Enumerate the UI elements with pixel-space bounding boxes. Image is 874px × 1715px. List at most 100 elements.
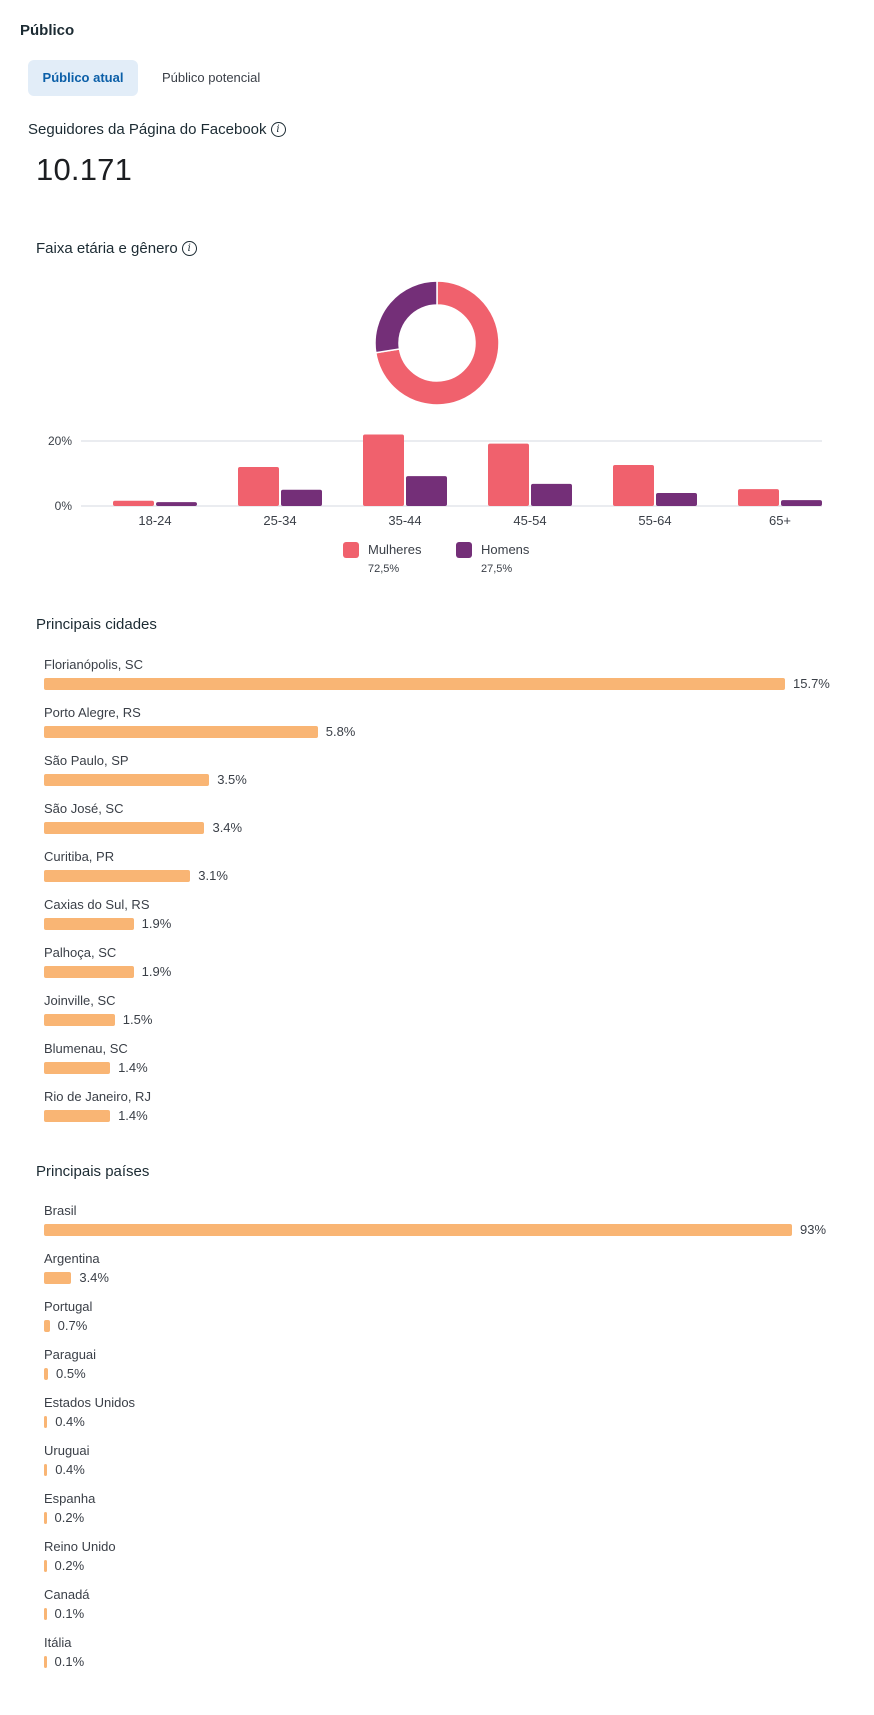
city-row: Caxias do Sul, RS 1.9% [44,897,864,945]
city-value: 1.9% [141,916,172,931]
country-bar [44,1320,50,1332]
legend-swatch-women [343,542,359,558]
countries-title: Principais países [36,1163,150,1180]
bar-mulheres-65+[interactable] [738,489,779,506]
x-tick-label: 65+ [769,513,791,528]
city-label: Palhoça, SC [44,945,117,960]
country-row: Portugal 0.7% [44,1299,864,1347]
bar-homens-35-44[interactable] [406,476,447,506]
country-value: 93% [800,1222,827,1237]
bar-mulheres-35-44[interactable] [363,434,404,507]
city-value: 5.8% [325,724,356,739]
city-value: 1.4% [118,1060,148,1075]
country-row: Argentina 3.4% [44,1251,864,1299]
info-icon[interactable]: i [181,241,197,256]
legend-pct-women: 72,5% [368,563,400,575]
country-label: Espanha [44,1491,96,1506]
country-row: Espanha 0.2% [44,1491,864,1539]
country-bar [44,1224,792,1236]
bar-mulheres-55-64[interactable] [613,465,654,506]
age-gender-heading: Faixa etária e gênero i [36,240,197,257]
country-row: Paraguai 0.5% [44,1347,864,1395]
city-row: Porto Alegre, RS 5.8% [44,705,864,753]
city-label: Caxias do Sul, RS [44,897,150,912]
city-label: Florianópolis, SC [44,657,143,672]
city-value: 1.5% [122,1012,153,1027]
country-row: Estados Unidos 0.4% [44,1395,864,1443]
tab-current-audience[interactable]: Público atual [28,60,138,96]
x-tick-label: 45-54 [513,513,546,528]
bar-mulheres-25-34[interactable] [238,467,279,506]
country-value: 0.4% [55,1414,85,1429]
country-value: 0.5% [56,1366,86,1381]
bar-homens-45-54[interactable] [531,483,572,506]
country-label: Reino Unido [44,1539,116,1554]
country-bar [44,1512,47,1524]
country-row: Canadá 0.1% [44,1587,864,1635]
x-tick-label: 35-44 [388,513,421,528]
bar-homens-55-64[interactable] [656,493,697,506]
country-label: Uruguai [44,1443,90,1458]
city-label: Joinville, SC [44,993,116,1008]
followers-count: 10.171 [36,152,133,187]
x-tick-label: 18-24 [138,513,171,528]
city-row: Palhoça, SC 1.9% [44,945,864,993]
city-bar [44,822,205,834]
city-bar [44,1014,115,1026]
donut-slice-mulheres[interactable] [374,280,500,406]
city-value: 1.9% [141,964,172,979]
country-row: Reino Unido 0.2% [44,1539,864,1587]
city-bar [44,1110,111,1122]
country-row: Brasil 93% [44,1203,864,1251]
country-row: Itália 0.1% [44,1635,864,1683]
age-gender-title: Faixa etária e gênero [36,240,178,257]
country-value: 0.2% [54,1558,85,1573]
country-label: Argentina [44,1251,100,1266]
city-value: 3.1% [198,868,228,883]
donut-slice-homens[interactable] [374,280,438,354]
city-row: São José, SC 3.4% [44,801,864,849]
country-bar [44,1464,48,1476]
country-value: 0.4% [55,1462,85,1477]
bar-homens-65+[interactable] [781,500,822,506]
followers-heading: Seguidores da Página do Facebook i [28,121,286,138]
bar-homens-18-24[interactable] [156,502,197,506]
country-value: 0.1% [54,1606,85,1621]
city-value: 15.7% [793,676,830,691]
city-row: São Paulo, SP 3.5% [44,753,864,801]
city-bar [44,774,210,786]
bar-mulheres-45-54[interactable] [488,443,529,506]
country-label: Estados Unidos [44,1395,136,1410]
country-label: Canadá [44,1587,90,1602]
country-value: 0.7% [57,1318,88,1333]
country-row: Uruguai 0.4% [44,1443,864,1491]
legend-swatch-men [456,542,472,558]
y-tick-label: 20% [48,434,72,448]
gender-donut-chart [374,280,500,406]
age-bar-chart: 20% 0% 18-24 25-34 35-44 45-54 55-64 65+ [48,434,822,528]
country-value: 3.4% [79,1270,109,1285]
bar-mulheres-18-24[interactable] [113,500,154,506]
tab-potential-audience[interactable]: Público potencial [162,70,261,85]
legend-pct-men: 27,5% [481,563,513,575]
city-bar [44,966,134,978]
legend-women[interactable]: Mulheres 72,5% [343,542,421,575]
section-title: Público [20,22,75,39]
legend-men[interactable]: Homens 27,5% [456,542,529,575]
country-value: 0.2% [54,1510,85,1525]
cities-title: Principais cidades [36,616,157,633]
country-bar [44,1272,72,1284]
x-tick-label: 55-64 [638,513,671,528]
country-label: Itália [44,1635,72,1650]
x-tick-label: 25-34 [263,513,296,528]
city-label: Curitiba, PR [44,849,115,864]
city-label: São José, SC [44,801,124,816]
bar-homens-25-34[interactable] [281,489,322,506]
city-row: Rio de Janeiro, RJ 1.4% [44,1089,864,1137]
city-label: Rio de Janeiro, RJ [44,1089,151,1104]
country-bar [44,1368,49,1380]
city-label: Blumenau, SC [44,1041,128,1056]
city-value: 3.4% [212,820,243,835]
info-icon[interactable]: i [270,122,286,137]
legend-label-men: Homens [481,542,530,557]
